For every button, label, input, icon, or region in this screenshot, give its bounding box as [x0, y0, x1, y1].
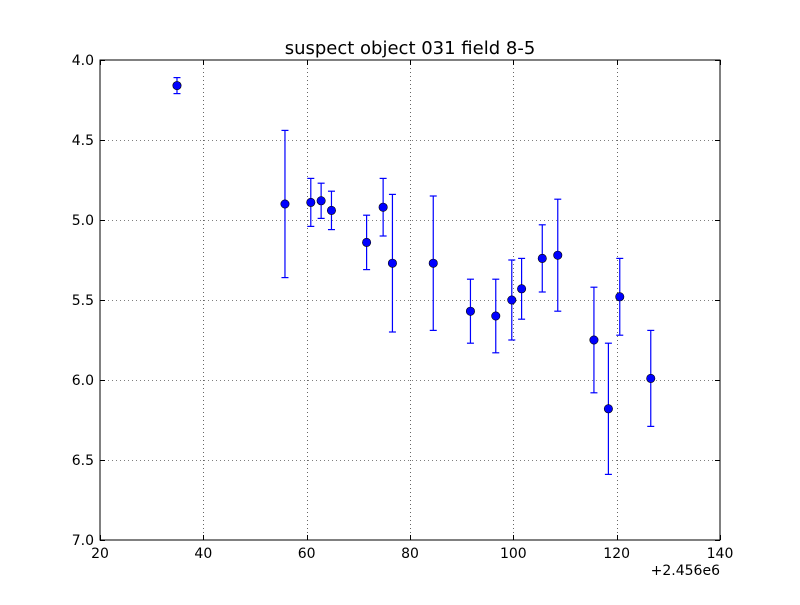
data-point [603, 404, 613, 414]
tick-label-layer: 20 40 60 80 100 120 140 4.0 4.5 5.0 5.5 6.0 6.5 7.0 [72, 53, 734, 562]
data-point [507, 295, 517, 305]
x-tick-label: 20 [91, 546, 109, 562]
data-point [646, 373, 656, 383]
data-point [362, 237, 372, 247]
x-tick-label: 140 [707, 546, 734, 562]
data-point [378, 202, 388, 212]
data-point [306, 197, 316, 207]
y-tick-label: 6.5 [72, 453, 94, 469]
y-tick-label: 5.5 [72, 293, 94, 309]
y-tick-label: 4.5 [72, 133, 94, 149]
x-tick-label: 60 [298, 546, 316, 562]
data-point [172, 81, 182, 91]
chart-title: suspect object 031 field 8-5 [285, 38, 536, 59]
data-point [316, 196, 326, 206]
data-point [428, 258, 438, 268]
data-point [615, 292, 625, 302]
data-point [589, 335, 599, 345]
x-tick-label: 100 [500, 546, 527, 562]
y-tick-label: 7.0 [72, 533, 94, 549]
data-point [537, 253, 547, 263]
data-point [517, 284, 527, 294]
data-point [465, 306, 475, 316]
point-layer [172, 81, 656, 414]
x-axis-offset-label: +2.456e6 [651, 563, 720, 579]
y-tick-label: 6.0 [72, 373, 94, 389]
data-point [387, 258, 397, 268]
tick-layer [100, 60, 721, 541]
x-tick-label: 80 [401, 546, 419, 562]
x-tick-label: 40 [194, 546, 212, 562]
y-tick-label: 4.0 [72, 53, 94, 69]
data-point [326, 205, 336, 215]
data-point [491, 311, 501, 321]
data-point [553, 250, 563, 260]
x-tick-label: 120 [603, 546, 630, 562]
plot-area [100, 60, 720, 540]
data-point [280, 199, 290, 209]
y-tick-label: 5.0 [72, 213, 94, 229]
grid-layer [100, 60, 720, 540]
